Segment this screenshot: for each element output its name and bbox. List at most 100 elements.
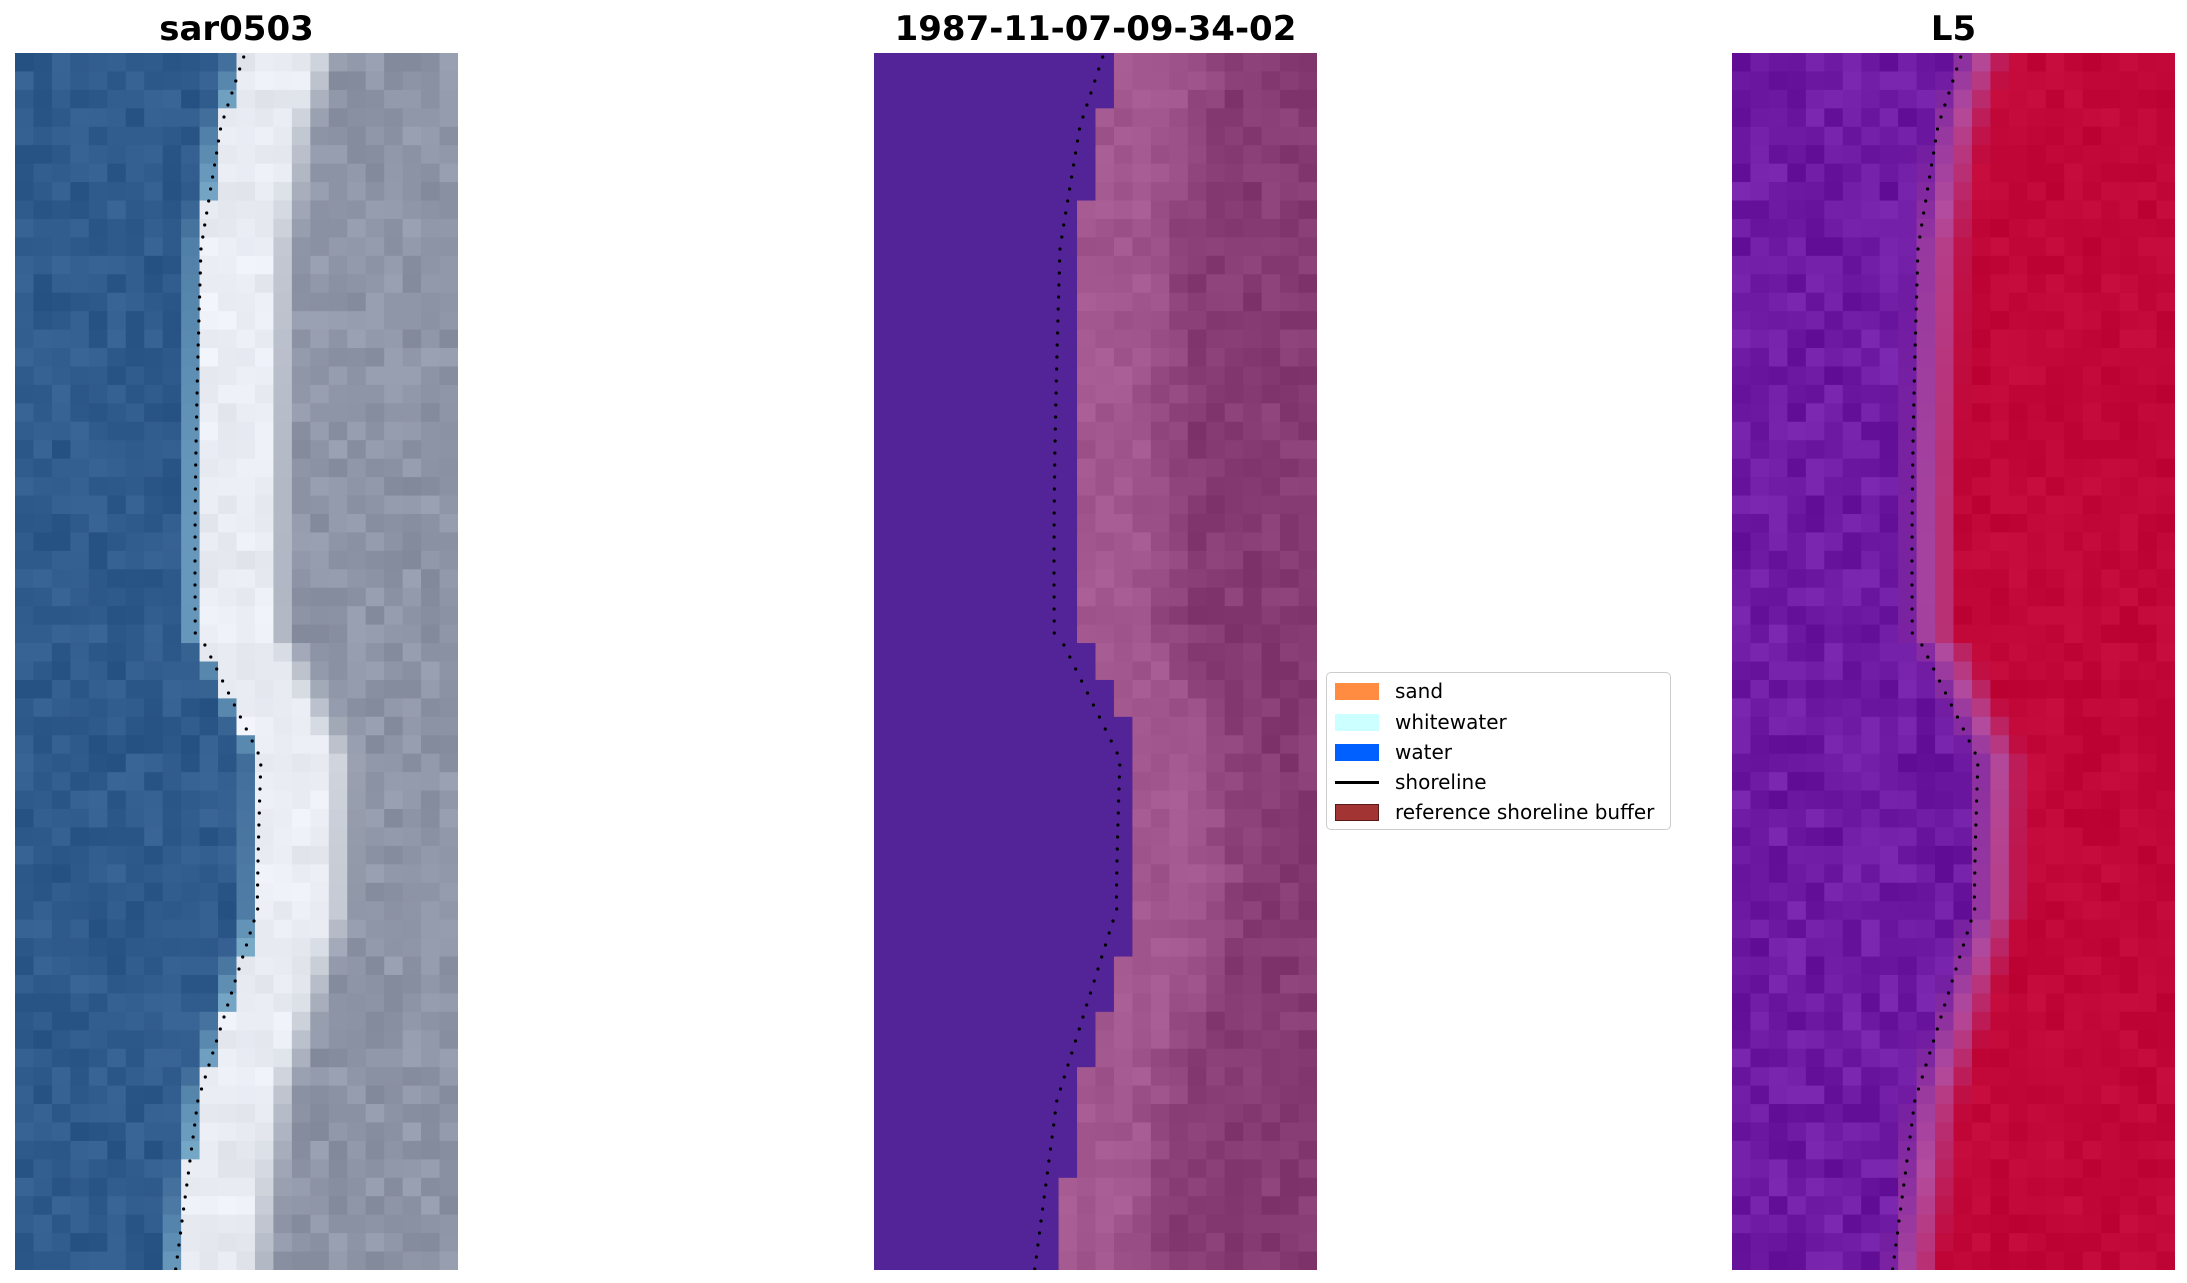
shoreline-dot bbox=[1117, 787, 1121, 791]
shoreline-dot bbox=[1062, 1075, 1066, 1079]
shoreline-dot bbox=[1961, 943, 1966, 947]
shoreline-dot bbox=[1052, 631, 1056, 635]
shoreline-dot bbox=[1074, 151, 1078, 155]
shoreline-dot bbox=[199, 247, 203, 251]
shoreline-dot bbox=[1951, 79, 1955, 83]
shoreline-dot bbox=[1097, 67, 1101, 71]
shoreline-dot bbox=[1915, 271, 1919, 275]
shoreline-dot bbox=[211, 175, 215, 179]
shoreline-dot bbox=[193, 631, 197, 635]
shoreline-dot bbox=[1932, 151, 1936, 155]
shoreline-dot bbox=[1058, 259, 1062, 263]
shoreline-dot bbox=[1058, 247, 1062, 251]
shoreline-dot bbox=[195, 403, 199, 407]
shoreline-dot bbox=[1057, 283, 1061, 287]
shoreline-dot bbox=[229, 991, 234, 995]
shoreline-dot bbox=[1920, 223, 1924, 227]
shoreline-dot bbox=[1910, 619, 1914, 623]
shoreline-dot bbox=[1943, 103, 1947, 107]
shoreline-dot bbox=[1939, 1015, 1943, 1019]
shoreline-dot bbox=[258, 775, 262, 779]
shoreline-dot bbox=[197, 319, 201, 323]
legend-item-reference-buffer: reference shoreline buffer bbox=[1335, 800, 1654, 824]
shoreline-dot bbox=[189, 1147, 194, 1151]
shoreline-dot bbox=[1036, 1243, 1040, 1247]
shoreline-dot bbox=[1037, 1231, 1042, 1235]
shoreline-dot bbox=[1946, 991, 1951, 995]
shoreline-dot bbox=[1900, 1195, 1904, 1199]
shoreline-dot bbox=[1101, 55, 1105, 59]
shoreline-dot bbox=[1081, 1015, 1085, 1019]
legend-item-water: water bbox=[1335, 740, 1452, 764]
shoreline-dot bbox=[196, 343, 200, 347]
shoreline-dot bbox=[1976, 763, 1980, 767]
shoreline-dot bbox=[1055, 355, 1059, 359]
classification-image-panel bbox=[874, 53, 1317, 1270]
shoreline-dot bbox=[256, 847, 260, 851]
shoreline-dot bbox=[1074, 667, 1078, 671]
shoreline-dot bbox=[195, 391, 199, 395]
shoreline-dot bbox=[1913, 355, 1917, 359]
shoreline-dot bbox=[1920, 643, 1924, 647]
shoreline-dot bbox=[1053, 451, 1057, 455]
shoreline-dot bbox=[199, 1087, 204, 1091]
shoreline-dot bbox=[1911, 463, 1915, 467]
shoreline-dot bbox=[1916, 1087, 1921, 1091]
shoreline-dot bbox=[1057, 271, 1061, 275]
shoreline-dot bbox=[218, 127, 223, 131]
shoreline-dot bbox=[1915, 283, 1919, 287]
shoreline-dot bbox=[252, 919, 256, 923]
shoreline-dot bbox=[1935, 127, 1940, 131]
shoreline-dot bbox=[213, 163, 217, 167]
shoreline-dot bbox=[1052, 619, 1056, 623]
shoreline-dot bbox=[1052, 607, 1056, 611]
shoreline-dot bbox=[1938, 679, 1942, 683]
shoreline-dot bbox=[1972, 895, 1976, 899]
shoreline-dot bbox=[1973, 751, 1977, 755]
shoreline-dot bbox=[196, 367, 200, 371]
shoreline-dot bbox=[197, 331, 201, 335]
shoreline-dot bbox=[1910, 499, 1914, 503]
shoreline-dot bbox=[1912, 391, 1916, 395]
shoreline-dot bbox=[193, 511, 197, 515]
shoreline-dot bbox=[1115, 751, 1119, 755]
shoreline-dot bbox=[1973, 871, 1977, 875]
shoreline-dot bbox=[250, 739, 254, 743]
shoreline-dot bbox=[1914, 331, 1918, 335]
shoreline-dot bbox=[222, 115, 226, 119]
shoreline-dot bbox=[1052, 499, 1056, 503]
shoreline-dot bbox=[1115, 859, 1119, 863]
shoreline-dot bbox=[1910, 571, 1914, 575]
shoreline-dot bbox=[196, 1099, 200, 1103]
shoreline-dot bbox=[1911, 427, 1915, 431]
shoreline-dot bbox=[1915, 295, 1919, 299]
shoreline-dot bbox=[1897, 1219, 1901, 1223]
shoreline-dot bbox=[258, 799, 262, 803]
shoreline-dot bbox=[1052, 1123, 1056, 1127]
shoreline-dot bbox=[1903, 1171, 1907, 1175]
shoreline-dot bbox=[193, 559, 197, 563]
shoreline-dot bbox=[258, 787, 262, 791]
legend-swatch-sand bbox=[1335, 682, 1379, 700]
shoreline-dot bbox=[1116, 811, 1120, 815]
shoreline-dot bbox=[257, 835, 261, 839]
shoreline-dot bbox=[1093, 79, 1097, 83]
shoreline-dot bbox=[1911, 475, 1915, 479]
shoreline-dot bbox=[1974, 823, 1978, 827]
shoreline-dot bbox=[1899, 1207, 1903, 1211]
shoreline-dot bbox=[193, 523, 197, 527]
shoreline-dot bbox=[226, 103, 230, 107]
shoreline-dot bbox=[1118, 763, 1122, 767]
shoreline-dot bbox=[1070, 175, 1074, 179]
shoreline-dot bbox=[1916, 247, 1920, 251]
shoreline-dot bbox=[1975, 799, 1979, 803]
legend-item-shoreline: shoreline bbox=[1335, 770, 1487, 794]
shoreline-dot bbox=[1055, 1099, 1059, 1103]
shoreline-dot bbox=[1042, 1195, 1046, 1199]
shoreline-dot bbox=[1931, 1039, 1936, 1043]
shoreline-dot bbox=[216, 139, 221, 143]
shoreline-dot bbox=[1967, 739, 1971, 743]
shoreline-dot bbox=[1058, 1087, 1063, 1091]
shoreline-dot bbox=[193, 535, 197, 539]
shoreline-dot bbox=[1056, 331, 1060, 335]
